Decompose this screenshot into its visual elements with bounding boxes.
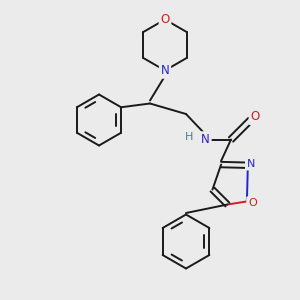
Text: O: O bbox=[160, 13, 169, 26]
Text: H: H bbox=[185, 131, 193, 142]
Text: N: N bbox=[160, 64, 169, 77]
Text: O: O bbox=[248, 198, 257, 208]
Text: O: O bbox=[250, 110, 260, 124]
Text: N: N bbox=[247, 159, 255, 169]
Text: N: N bbox=[201, 133, 210, 146]
